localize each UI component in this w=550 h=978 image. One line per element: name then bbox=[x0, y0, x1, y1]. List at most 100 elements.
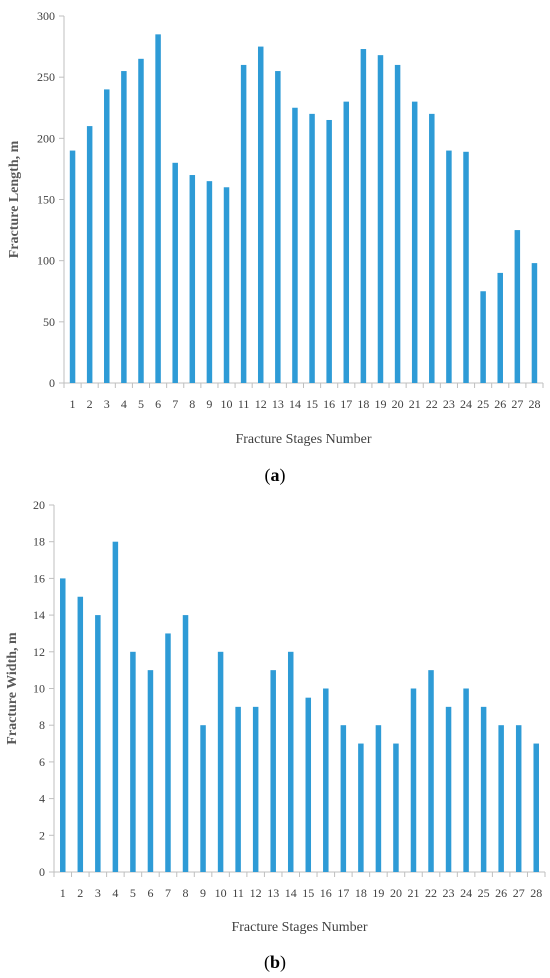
x-tick-label: 26 bbox=[494, 397, 506, 411]
x-tick-label: 26 bbox=[495, 886, 507, 900]
y-tick-label: 150 bbox=[37, 193, 55, 207]
panel-label-letter: b bbox=[270, 952, 280, 972]
x-tick-label: 1 bbox=[70, 397, 76, 411]
x-tick-label: 3 bbox=[95, 886, 101, 900]
bar-stage-13 bbox=[275, 71, 281, 384]
bar-stage-7 bbox=[165, 633, 171, 872]
bar-stage-21 bbox=[410, 688, 417, 872]
bar-stage-26 bbox=[497, 272, 503, 383]
y-tick-label: 6 bbox=[39, 755, 45, 769]
x-tick-label: 21 bbox=[409, 397, 421, 411]
bar-stage-1 bbox=[60, 578, 66, 872]
bar-stage-16 bbox=[323, 688, 329, 872]
x-tick-label: 13 bbox=[267, 886, 279, 900]
x-tick-label: 18 bbox=[355, 886, 367, 900]
y-tick-label: 200 bbox=[37, 131, 55, 145]
bar-stage-8 bbox=[182, 615, 189, 872]
panel-label-open-paren: ( bbox=[264, 952, 270, 973]
y-tick-label: 300 bbox=[37, 9, 55, 23]
x-tick-label: 12 bbox=[250, 886, 262, 900]
x-tick-label: 20 bbox=[390, 886, 402, 900]
bar-stage-18 bbox=[360, 49, 367, 383]
x-tick-label: 17 bbox=[340, 397, 352, 411]
bar-stage-2 bbox=[77, 596, 84, 872]
x-tick-label: 12 bbox=[255, 397, 267, 411]
y-tick-label: 8 bbox=[39, 718, 45, 732]
panel-label-open-paren: ( bbox=[265, 465, 271, 486]
y-tick-label: 250 bbox=[37, 70, 55, 84]
bar-stage-28 bbox=[533, 743, 539, 872]
bar-stage-24 bbox=[463, 151, 469, 383]
bar-stage-10 bbox=[217, 651, 224, 872]
bar-stage-28 bbox=[531, 263, 538, 383]
x-tick-label: 15 bbox=[302, 886, 314, 900]
panel-label-b: (b) bbox=[264, 952, 286, 973]
bar-stage-4 bbox=[121, 71, 127, 384]
y-tick-label: 20 bbox=[33, 498, 45, 512]
bar-stage-13 bbox=[270, 670, 276, 872]
x-tick-label: 23 bbox=[443, 397, 455, 411]
bar-stage-4 bbox=[112, 541, 119, 872]
bar-stage-14 bbox=[292, 107, 298, 383]
bar-stage-2 bbox=[86, 126, 93, 383]
x-tick-label: 11 bbox=[232, 886, 244, 900]
bar-stage-11 bbox=[240, 64, 247, 383]
bar-stage-25 bbox=[480, 291, 486, 383]
x-tick-label: 10 bbox=[215, 886, 227, 900]
panel-label-close-paren: ) bbox=[280, 952, 286, 973]
y-tick-label: 4 bbox=[39, 792, 45, 806]
bar-stage-9 bbox=[200, 725, 206, 872]
y-tick-label: 0 bbox=[39, 865, 45, 879]
x-tick-label: 8 bbox=[183, 886, 189, 900]
bar-stage-18 bbox=[358, 743, 364, 872]
bar-stage-23 bbox=[446, 150, 452, 383]
x-tick-label: 28 bbox=[528, 397, 540, 411]
x-tick-label: 15 bbox=[306, 397, 318, 411]
bar-stage-22 bbox=[428, 670, 434, 872]
y-tick-label: 14 bbox=[33, 608, 45, 622]
x-tick-label: 4 bbox=[121, 397, 127, 411]
bar-stage-12 bbox=[252, 706, 259, 872]
y-tick-label: 2 bbox=[39, 828, 45, 842]
x-tick-label: 27 bbox=[511, 397, 523, 411]
y-axis-title: Fracture Width, m bbox=[5, 632, 20, 745]
x-tick-label: 16 bbox=[323, 397, 335, 411]
bar-stage-16 bbox=[326, 119, 332, 383]
y-tick-label: 100 bbox=[37, 254, 55, 268]
bar-stage-3 bbox=[95, 615, 101, 872]
x-tick-label: 20 bbox=[392, 397, 404, 411]
bar-stage-15 bbox=[309, 113, 315, 383]
bar-stage-7 bbox=[172, 162, 178, 383]
x-tick-label: 28 bbox=[530, 886, 542, 900]
bar-stage-3 bbox=[104, 89, 110, 384]
panel-label-a: (a) bbox=[265, 465, 286, 486]
x-tick-label: 25 bbox=[478, 886, 490, 900]
x-tick-label: 10 bbox=[221, 397, 233, 411]
bar-stage-15 bbox=[305, 697, 312, 872]
x-tick-label: 21 bbox=[407, 886, 419, 900]
x-tick-label: 6 bbox=[147, 886, 153, 900]
x-tick-label: 4 bbox=[112, 886, 118, 900]
x-tick-label: 18 bbox=[357, 397, 369, 411]
panel-label-close-paren: ) bbox=[280, 465, 286, 486]
bar-stage-19 bbox=[375, 725, 382, 872]
y-tick-label: 18 bbox=[33, 535, 45, 549]
bar-stage-6 bbox=[147, 670, 154, 872]
bar-stage-12 bbox=[257, 46, 264, 383]
bar-stage-14 bbox=[287, 651, 294, 872]
x-tick-label: 25 bbox=[477, 397, 489, 411]
bar-stage-10 bbox=[223, 187, 230, 383]
x-tick-label: 19 bbox=[374, 397, 386, 411]
bar-stage-20 bbox=[394, 64, 401, 383]
x-tick-label: 7 bbox=[165, 886, 171, 900]
x-axis-title: Fracture Stages Number bbox=[235, 432, 371, 447]
x-tick-label: 19 bbox=[372, 886, 384, 900]
y-tick-label: 16 bbox=[33, 571, 45, 585]
bar-stage-8 bbox=[189, 175, 196, 383]
x-tick-label: 5 bbox=[138, 397, 144, 411]
bar-stage-20 bbox=[393, 743, 399, 872]
x-tick-label: 3 bbox=[104, 397, 110, 411]
bar-stage-17 bbox=[343, 101, 350, 383]
